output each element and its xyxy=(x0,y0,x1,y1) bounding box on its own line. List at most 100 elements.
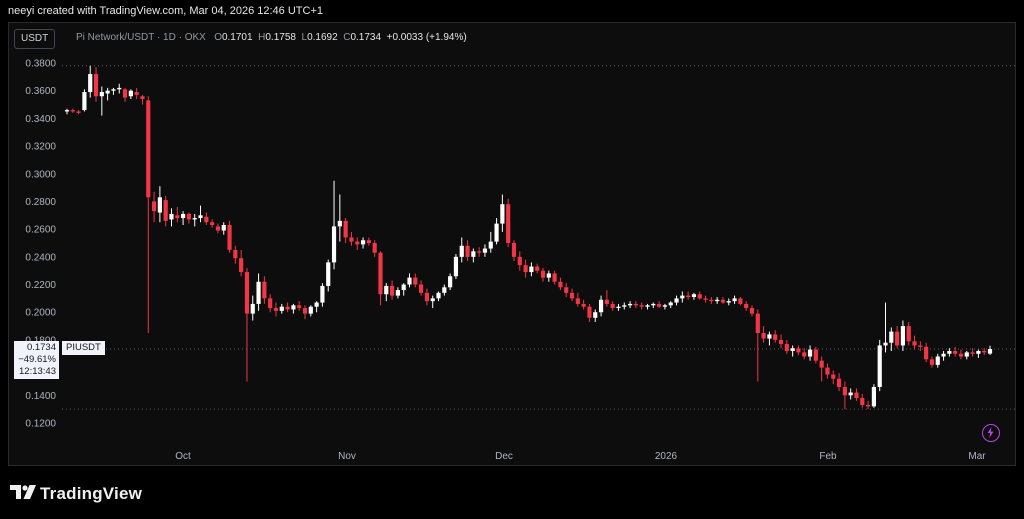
time-axis: Oct Nov Dec 2026 Feb Mar xyxy=(175,451,986,462)
chart-credit: neeyi created with TradingView.com, Mar … xyxy=(8,5,323,17)
x-tick-label: 2026 xyxy=(655,451,678,462)
candle-body xyxy=(146,100,151,198)
candle-body xyxy=(326,262,331,286)
y-tick-label: 0.3200 xyxy=(25,142,56,153)
candle-body xyxy=(819,360,824,368)
candle-body xyxy=(958,353,964,357)
y-tick-label: 0.1400 xyxy=(25,391,56,402)
candle-body xyxy=(790,348,795,351)
candle-body xyxy=(552,273,557,282)
candle-body xyxy=(953,351,958,354)
candle-body xyxy=(93,74,99,97)
lightning-bolt-icon[interactable] xyxy=(982,424,1000,442)
candle-body xyxy=(732,298,737,302)
candle-body xyxy=(442,287,447,293)
candle-body xyxy=(349,237,354,242)
candle-body xyxy=(320,285,325,303)
candle-body xyxy=(488,241,493,249)
candle-body xyxy=(424,292,430,302)
currency-button[interactable]: USDT xyxy=(14,29,56,49)
candle-body xyxy=(360,240,366,245)
candle-body xyxy=(413,277,418,285)
y-tick-label: 0.2400 xyxy=(25,252,56,263)
candle-body xyxy=(285,306,290,310)
close-label: C xyxy=(343,32,351,43)
x-tick-label: Feb xyxy=(819,451,837,462)
candle-body xyxy=(802,352,807,357)
price-change-percent: −49.61% xyxy=(18,354,56,365)
candle-body xyxy=(297,305,302,309)
candle-body xyxy=(99,92,104,97)
candle-body xyxy=(627,303,633,306)
candle-body xyxy=(645,305,650,307)
candle-body xyxy=(593,312,598,318)
candle-body xyxy=(523,265,528,273)
candle-body xyxy=(842,387,847,396)
candle-body xyxy=(169,213,174,220)
y-tick-label: 0.3400 xyxy=(25,114,56,125)
candle-body xyxy=(877,345,882,387)
ohlc-legend: Pi Network/USDT · 1D · OKX O0.1701 H0.17… xyxy=(76,32,467,43)
candle-body xyxy=(500,204,505,224)
candle-body xyxy=(262,281,267,299)
high-label: H xyxy=(258,32,266,43)
symbol-badge: PIUSDT xyxy=(62,341,105,355)
candle-body xyxy=(117,87,122,90)
candle-body xyxy=(784,344,789,351)
candle-body xyxy=(854,392,859,399)
candle-body xyxy=(778,339,784,345)
bar-countdown: 12:13:43 xyxy=(19,366,56,377)
candle-body xyxy=(163,200,168,221)
candle-body xyxy=(715,299,720,302)
open-label: O xyxy=(214,32,222,43)
candle-body xyxy=(430,298,435,302)
candle-body xyxy=(453,256,459,277)
candle-body xyxy=(941,353,946,357)
candle-body xyxy=(82,92,87,111)
candle-body xyxy=(151,201,157,212)
candle-body xyxy=(633,303,638,306)
candle-body xyxy=(895,331,900,346)
candle-body xyxy=(691,294,697,297)
candle-body xyxy=(535,266,540,271)
candle-body xyxy=(239,258,244,273)
candle-body xyxy=(598,299,604,313)
candle-body xyxy=(343,220,348,238)
candle-body xyxy=(244,272,250,314)
candle-body xyxy=(128,90,133,97)
candle-body xyxy=(355,241,360,245)
candle-body xyxy=(378,252,383,295)
candle-body xyxy=(755,313,760,333)
candle-body xyxy=(970,352,975,354)
candle-body xyxy=(546,273,551,278)
candle-body xyxy=(964,352,969,357)
candle-body xyxy=(668,302,673,306)
candle-body xyxy=(744,303,749,309)
y-tick-label: 0.2800 xyxy=(25,197,56,208)
candle-body xyxy=(279,306,284,311)
candle-body xyxy=(662,305,668,307)
candle-body xyxy=(64,110,70,112)
candle-body xyxy=(558,281,563,288)
candle-body xyxy=(883,342,888,346)
candle-body xyxy=(604,299,609,304)
candle-body xyxy=(308,306,313,314)
candle-body xyxy=(622,305,627,307)
candle-body xyxy=(459,245,464,257)
y-tick-label: 0.2600 xyxy=(25,225,56,236)
candle-body xyxy=(848,392,853,396)
candle-body xyxy=(900,326,906,346)
header-bar: neeyi created with TradingView.com, Mar … xyxy=(0,0,1024,22)
candle-body xyxy=(767,334,772,339)
candle-body xyxy=(935,356,940,365)
y-tick-label: 0.3800 xyxy=(25,59,56,70)
candle-body xyxy=(703,298,708,300)
y-tick-label: 0.2200 xyxy=(25,280,56,291)
candle-body xyxy=(448,276,453,288)
candle-body xyxy=(947,351,952,354)
candle-body xyxy=(680,295,685,299)
candle-body xyxy=(610,303,615,309)
close-value: 0.1734 xyxy=(350,32,382,43)
candle-body xyxy=(186,213,191,220)
